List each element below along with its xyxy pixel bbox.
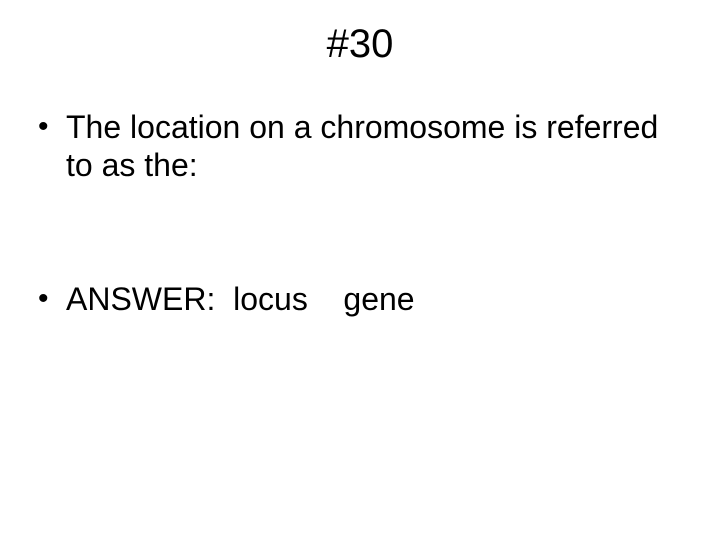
slide-title: #30 [30,22,690,67]
bullet-list: The location on a chromosome is referred… [30,109,690,318]
slide-container: #30 The location on a chromosome is refe… [0,0,720,540]
bullet-question: The location on a chromosome is referred… [66,109,690,185]
bullet-answer: ANSWER: locus gene [66,281,690,319]
